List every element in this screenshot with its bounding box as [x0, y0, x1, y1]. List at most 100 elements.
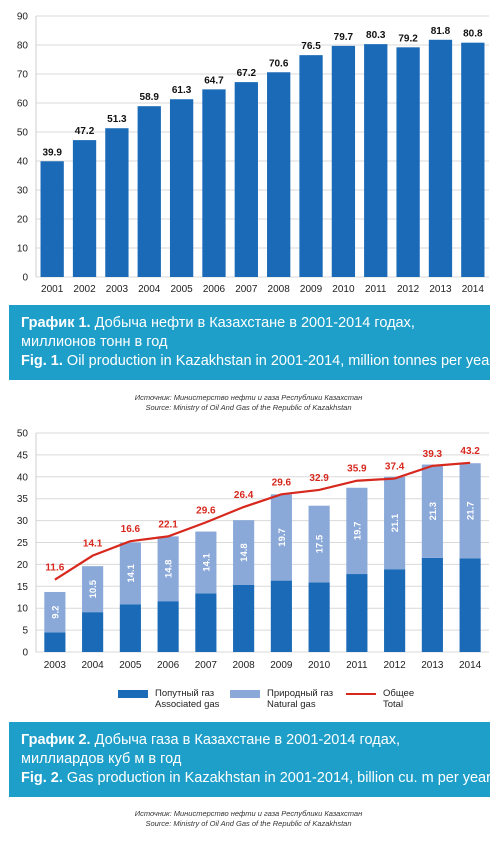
- legend-swatch-natural: [230, 690, 260, 698]
- caption-2-ru-text-line2: миллиардов куб м в год: [21, 751, 182, 767]
- source-1-ru: Источник: Министерство нефти и газа Респ…: [134, 393, 363, 402]
- y-tick-label-10: 10: [17, 244, 29, 255]
- legend-swatch-total: [346, 693, 376, 695]
- bar-associated-2012: [384, 569, 406, 652]
- natural-value-label-2013: 21.3: [428, 502, 439, 521]
- data-label-2001: 39.9: [42, 147, 62, 158]
- bar-2002: [72, 140, 97, 277]
- figure-1-caption: График 1. Добыча нефти в Казахстане в 20…: [9, 305, 494, 380]
- natural-value-label-2006: 14.8: [164, 560, 175, 579]
- x-tick-label-2013: 2013: [429, 284, 452, 295]
- total-label-2013: 39.3: [423, 449, 443, 460]
- x-tick-label-2011: 2011: [365, 284, 387, 295]
- x-tick-label-2012: 2012: [397, 284, 420, 295]
- x-tick-label-2013: 2013: [421, 660, 444, 671]
- x-tick-label-2007: 2007: [195, 660, 218, 671]
- y-tick-label-30: 30: [17, 516, 29, 527]
- y-tick-label-25: 25: [17, 538, 29, 549]
- total-label-2003: 11.6: [45, 563, 64, 574]
- legend-label-total-ru: Общее: [383, 688, 415, 699]
- total-label-2004: 14.1: [83, 539, 103, 550]
- caption-2-en-prefix: Fig. 2.: [21, 770, 63, 786]
- y-tick-label-20: 20: [17, 215, 29, 226]
- natural-value-label-2005: 14.1: [126, 563, 137, 582]
- bar-2008: [267, 72, 291, 277]
- legend-label-total-en: Total: [383, 699, 404, 710]
- bar-natural-2009: [270, 494, 292, 581]
- y-tick-label-10: 10: [17, 604, 29, 615]
- data-label-2014: 80.8: [463, 29, 483, 40]
- x-tick-label-2008: 2008: [233, 660, 256, 671]
- total-label-2007: 29.6: [196, 505, 216, 516]
- y-tick-label-40: 40: [17, 472, 29, 483]
- x-tick-label-2009: 2009: [300, 284, 323, 295]
- natural-value-label-2007: 14.1: [201, 552, 212, 571]
- total-label-2014: 43.2: [460, 446, 480, 457]
- x-tick-label-2006: 2006: [203, 284, 226, 295]
- x-tick-label-2010: 2010: [308, 660, 331, 671]
- bar-natural-2003: [44, 591, 66, 633]
- bar-2004: [137, 106, 161, 277]
- caption-2-en-text: Gas production in Kazakhstan in 2001-201…: [62, 770, 491, 786]
- bar-natural-2004: [82, 566, 104, 613]
- data-label-2004: 58.9: [140, 92, 160, 103]
- gas-chart-legend: Попутный газ Associated gas Природный га…: [0, 688, 497, 718]
- natural-value-label-2010: 17.5: [315, 534, 326, 553]
- bar-2013: [428, 39, 453, 277]
- x-tick-label-2012: 2012: [384, 660, 407, 671]
- bar-natural-2005: [119, 542, 141, 605]
- bar-2006: [202, 89, 226, 278]
- natural-value-label-2009: 19.7: [277, 528, 288, 547]
- bar-2012: [396, 47, 420, 277]
- y-tick-label-15: 15: [17, 582, 29, 593]
- x-tick-label-2009: 2009: [270, 660, 293, 671]
- x-tick-label-2008: 2008: [268, 284, 291, 295]
- x-tick-label-2007: 2007: [235, 284, 258, 295]
- y-tick-label-50: 50: [17, 128, 29, 139]
- x-tick-label-2010: 2010: [332, 284, 355, 295]
- legend-label-natural-ru: Природный газ: [267, 688, 334, 699]
- figure-1-source: Источник: Министерство нефти и газа Респ…: [0, 393, 497, 413]
- bar-natural-2013: [421, 464, 443, 558]
- x-tick-label-2011: 2011: [346, 660, 368, 671]
- total-line: [54, 461, 471, 581]
- bar-2007: [234, 82, 258, 278]
- figure-2-caption: График 2. Добыча газа в Казахстане в 200…: [9, 722, 491, 797]
- bar-associated-2003: [44, 632, 66, 652]
- bar-2010: [331, 45, 356, 278]
- bar-associated-2005: [119, 604, 141, 652]
- bar-natural-2007: [195, 531, 217, 594]
- data-label-2006: 64.7: [204, 75, 224, 86]
- natural-value-label-2004: 10.5: [88, 579, 99, 598]
- bar-2011: [364, 44, 388, 277]
- y-tick-label-70: 70: [17, 70, 29, 81]
- y-tick-label-40: 40: [17, 157, 29, 168]
- data-label-2013: 81.8: [431, 26, 451, 37]
- total-label-2008: 26.4: [234, 490, 254, 501]
- y-tick-label-60: 60: [17, 99, 29, 110]
- bar-2014: [461, 42, 485, 278]
- caption-1-ru-text-line2: миллионов тонн в год: [21, 334, 168, 350]
- x-tick-label-2003: 2003: [106, 284, 129, 295]
- data-label-2008: 70.6: [269, 58, 289, 69]
- y-tick-label-0: 0: [22, 273, 28, 284]
- legend-swatch-associated: [118, 690, 148, 698]
- bar-2003: [105, 128, 129, 277]
- total-label-2012: 37.4: [385, 462, 405, 473]
- gas-production-chart: 0 5 10 15 20 25 30 35 40 45 50 9.2 10.5 14.1 14.8 14.1…: [17, 429, 489, 671]
- x-tick-label-2014: 2014: [459, 660, 482, 671]
- y-tick-label-45: 45: [17, 450, 29, 461]
- x-tick-label-2014: 2014: [462, 284, 485, 295]
- source-2-ru: Источник: Министерство нефти и газа Респ…: [134, 809, 363, 818]
- source-2-en: Source: Ministry of Oil And Gas of the R…: [145, 819, 352, 828]
- x-tick-label-2004: 2004: [138, 284, 161, 295]
- bar-natural-2011: [346, 487, 368, 575]
- total-label-2011: 35.9: [347, 464, 367, 475]
- data-label-2011: 80.3: [366, 30, 386, 41]
- caption-1-ru-text: Добыча нефти в Казахстане в 2001-2014 го…: [90, 315, 415, 331]
- y-tick-label-80: 80: [17, 41, 29, 52]
- data-label-2002: 47.2: [75, 126, 95, 137]
- figure-2-source: Источник: Министерство нефти и газа Респ…: [0, 809, 497, 829]
- natural-value-label-2014: 21.7: [466, 501, 477, 520]
- bar-natural-2008: [233, 520, 255, 585]
